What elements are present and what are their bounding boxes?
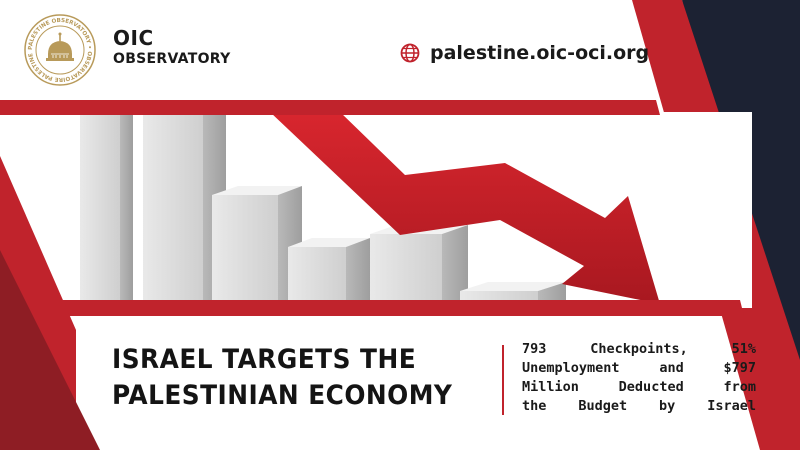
subtitle-line4: the Budget by Israel: [522, 398, 756, 414]
red-band-top: [0, 100, 660, 115]
bar-3: [212, 195, 278, 308]
org-name-line2: OBSERVATORY: [113, 51, 231, 67]
website-text[interactable]: palestine.oic-oci.org: [430, 42, 650, 64]
red-down-arrow-icon: [270, 112, 660, 304]
divider: [502, 345, 504, 415]
bar-1: [80, 112, 120, 308]
dark-red-triangle-left: [0, 250, 100, 450]
bar-2: [143, 112, 203, 308]
website-url[interactable]: palestine.oic-oci.org: [400, 42, 649, 64]
headline-line1: ISRAEL TARGETS THE: [112, 344, 417, 375]
oic-observatory-logo: PALESTINE OBSERVATORY • OBSERVATOIRE PAL…: [24, 14, 96, 86]
subtitle-line2: Unemployment and $797: [522, 360, 756, 376]
bar-4: [288, 247, 346, 308]
org-name: OIC OBSERVATORY: [113, 28, 231, 66]
headline: ISRAEL TARGETS THE PALESTINIAN ECONOMY: [112, 342, 452, 414]
org-name-line1: OIC: [113, 26, 154, 50]
bar-5: [370, 234, 442, 308]
red-band-bottom: [0, 300, 744, 316]
globe-icon: [400, 43, 420, 63]
subtitle: 793 Checkpoints, 51% Unemployment and $7…: [522, 340, 756, 416]
headline-line2: PALESTINIAN ECONOMY: [112, 380, 453, 411]
subtitle-line1: 793 Checkpoints, 51%: [522, 341, 756, 357]
subtitle-line3: Million Deducted from: [522, 379, 756, 395]
